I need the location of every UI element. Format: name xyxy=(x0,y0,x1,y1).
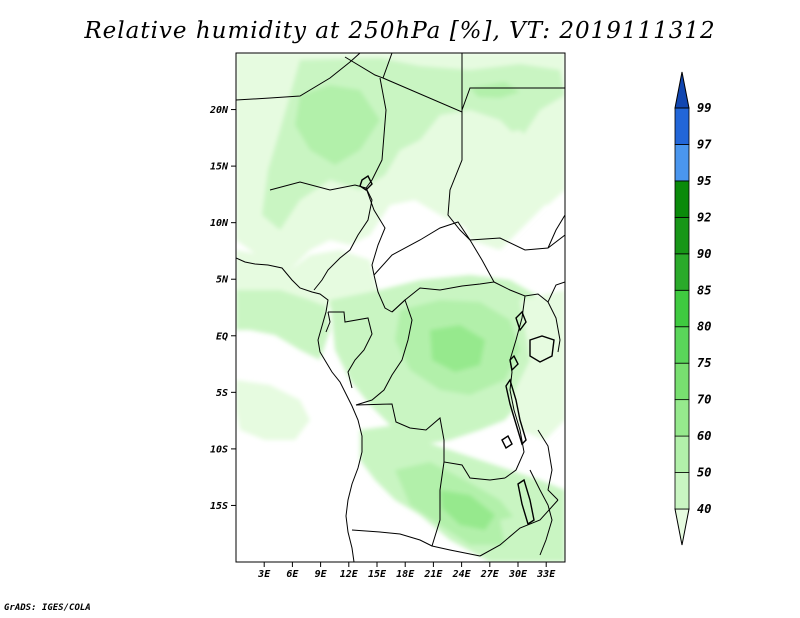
colorbar-box xyxy=(674,362,690,401)
border-gabon-eq xyxy=(325,311,331,333)
border-gabon-congo xyxy=(328,311,373,389)
colorbar: 40 50 60 70 75 80 85 90 92 95 97 99 xyxy=(674,71,712,546)
lake-kivu xyxy=(509,354,519,372)
border-zambia-south xyxy=(479,499,559,557)
colorbar-max-arrow xyxy=(674,71,690,109)
lake-albert xyxy=(515,310,527,332)
border-uganda-kenya xyxy=(547,301,561,353)
lake-mweru xyxy=(501,434,513,450)
border-ethiopia xyxy=(547,214,565,249)
colorbar-box xyxy=(674,435,690,473)
lakes xyxy=(359,174,555,526)
colorbar-level-label: 85 xyxy=(697,283,711,297)
border-niger-nigeria xyxy=(269,181,367,191)
border-tanzania xyxy=(537,429,559,501)
latitude-axis: 20N 15N 10N 5N EQ 5S 10S 15S xyxy=(209,105,236,512)
lat-tick-label: 20N xyxy=(209,105,229,116)
lon-tick-label: 21E xyxy=(423,569,443,580)
colorbar-box xyxy=(674,326,690,364)
lake-victoria xyxy=(529,335,555,363)
colorbar-min-arrow xyxy=(674,508,690,546)
lon-tick-label: 30E xyxy=(508,569,528,580)
border-car xyxy=(373,221,495,313)
border-cameroon-chad xyxy=(365,187,386,276)
lat-tick-label: 15S xyxy=(210,501,228,512)
colorbar-level-label: 75 xyxy=(697,356,711,370)
map-frame xyxy=(235,52,566,563)
lon-tick-label: 18E xyxy=(396,569,415,580)
colorbar-box xyxy=(674,399,690,437)
lon-tick-label: 27E xyxy=(480,569,500,580)
colorbar-level-label: 95 xyxy=(697,174,711,188)
colorbar-level-label: 99 xyxy=(697,101,711,115)
border-drc-south-sudan xyxy=(493,281,565,303)
humidity-field xyxy=(236,53,565,562)
lat-tick-label: 5S xyxy=(216,388,228,399)
colorbar-box xyxy=(674,289,690,328)
lon-tick-label: 9E xyxy=(315,569,328,580)
border-sudan-south-sudan xyxy=(469,234,565,251)
colorbar-box xyxy=(674,472,690,510)
border-drc-angola xyxy=(355,403,506,481)
lon-tick-label: 33E xyxy=(536,569,556,580)
colorbar-level-label: 90 xyxy=(697,247,711,261)
colorbar-box xyxy=(674,144,690,182)
border-angola-namibia xyxy=(351,529,433,547)
longitude-axis: 3E 6E 9E 12E 15E 18E 21E 24E 27E 30E 33E xyxy=(257,562,556,580)
colorbar-level-label: 97 xyxy=(697,137,712,151)
lat-tick-label: 10N xyxy=(210,218,229,229)
colorbar-level-label: 70 xyxy=(697,393,711,407)
lon-tick-label: 12E xyxy=(340,569,359,580)
colorbar-level-label: 50 xyxy=(697,466,711,480)
border-niger-chad xyxy=(365,77,387,189)
border-sudan-egypt xyxy=(461,87,565,111)
lake-malawi xyxy=(517,478,535,526)
lon-tick-label: 3E xyxy=(257,569,271,580)
lat-tick-label: 5N xyxy=(216,275,229,286)
border-angola-zambia xyxy=(431,461,481,557)
colorbar-box xyxy=(674,216,690,255)
grads-credit: GrADS: IGES/COLA xyxy=(4,603,91,613)
colorbar-level-label: 92 xyxy=(697,210,711,224)
lake-tanganyika xyxy=(505,378,527,446)
colorbar-level-label: 80 xyxy=(697,320,711,334)
lon-tick-label: 24E xyxy=(452,569,472,580)
lon-tick-label: 6E xyxy=(286,569,299,580)
colorbar-box xyxy=(674,180,690,218)
border-malawi xyxy=(529,469,553,556)
colorbar-box xyxy=(674,253,690,291)
map-plot-area xyxy=(235,52,566,563)
lat-tick-label: 10S xyxy=(210,444,228,455)
lat-tick-label: 15N xyxy=(210,162,229,173)
colorbar-box xyxy=(674,107,690,145)
map-title: Relative humidity at 250hPa [%], VT: 201… xyxy=(84,18,716,44)
border-cameroon-car xyxy=(373,274,393,313)
border-chad-sudan xyxy=(447,112,471,241)
lat-tick-label: EQ xyxy=(216,331,228,342)
lake-chad xyxy=(359,174,373,191)
border-congo-drc xyxy=(355,299,413,406)
border-niger-libya xyxy=(344,53,393,79)
colorbar-level-label: 40 xyxy=(697,502,711,516)
border-drc-east xyxy=(504,371,525,479)
coastline-west xyxy=(236,257,363,562)
border-nigeria-cameroon xyxy=(313,187,373,291)
lon-tick-label: 15E xyxy=(368,569,387,580)
colorbar-level-label: 60 xyxy=(697,429,711,443)
